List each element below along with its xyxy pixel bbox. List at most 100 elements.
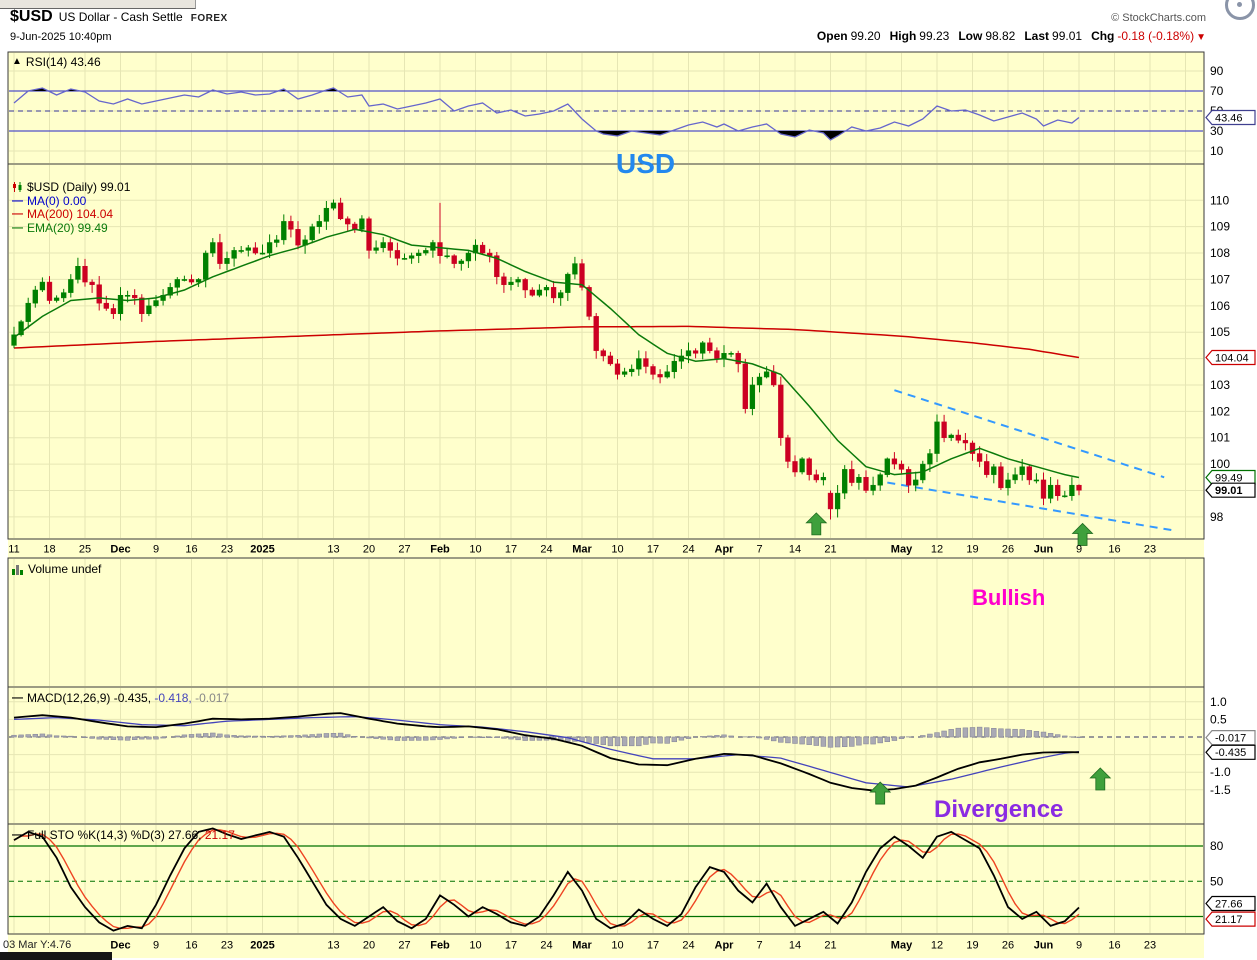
- svg-text:27: 27: [398, 940, 410, 952]
- svg-text:Feb: Feb: [430, 940, 450, 952]
- svg-text:Apr: Apr: [715, 544, 735, 556]
- svg-text:99.49: 99.49: [1215, 472, 1243, 484]
- svg-text:108: 108: [1210, 246, 1230, 260]
- svg-text:11: 11: [8, 544, 19, 556]
- annotation-divergence: Divergence: [934, 796, 1064, 823]
- svg-text:12: 12: [931, 940, 943, 952]
- volume-legend: Volume undef: [12, 562, 102, 577]
- svg-text:26: 26: [1002, 940, 1014, 952]
- svg-text:27: 27: [398, 544, 410, 556]
- svg-text:23: 23: [221, 544, 233, 556]
- svg-text:110: 110: [1210, 193, 1229, 207]
- candlestick-style-icon: [12, 181, 23, 196]
- svg-text:99.01: 99.01: [1215, 485, 1243, 497]
- svg-text:102: 102: [1210, 404, 1230, 418]
- crosshair-readout: 03 Mar Y:4.76: [3, 939, 72, 951]
- svg-text:2025: 2025: [250, 940, 274, 952]
- svg-text:106: 106: [1210, 299, 1230, 313]
- sto-legend: — Full STO %K(14,3) %D(3) 27.66, 21.17: [12, 828, 235, 843]
- legend-text: -0.017: [191, 691, 230, 705]
- legend-row: — MA(200) 104.04: [12, 207, 130, 222]
- svg-text:9: 9: [1076, 544, 1082, 556]
- compass-dot: [1237, 2, 1242, 7]
- open-label: Open: [816, 29, 848, 43]
- copyright: © StockCharts.com: [1111, 12, 1206, 24]
- svg-text:Feb: Feb: [430, 544, 450, 556]
- svg-text:-0.435: -0.435: [1215, 747, 1246, 759]
- legend-row: Volume undef: [12, 562, 102, 577]
- svg-text:100: 100: [1210, 457, 1230, 471]
- svg-text:24: 24: [540, 940, 552, 952]
- svg-text:109: 109: [1210, 220, 1230, 234]
- svg-text:16: 16: [1108, 544, 1120, 556]
- svg-text:1.0: 1.0: [1210, 695, 1227, 709]
- svg-text:14: 14: [789, 940, 801, 952]
- svg-text:Jun: Jun: [1034, 544, 1054, 556]
- legend-text: MACD(12,26,9): [27, 691, 114, 705]
- svg-text:80: 80: [1210, 839, 1224, 853]
- legend-text: -0.418,: [151, 691, 192, 705]
- svg-text:12: 12: [931, 544, 943, 556]
- svg-text:-0.017: -0.017: [1215, 732, 1246, 744]
- indicator-area-icon: ▲: [12, 56, 22, 67]
- svg-text:Jun: Jun: [1034, 940, 1054, 952]
- legend-row: $USD (Daily) 99.01: [12, 180, 131, 196]
- legend-text: 21.17: [201, 828, 235, 842]
- svg-text:105: 105: [1210, 325, 1230, 339]
- compass-icon[interactable]: [1225, 0, 1255, 20]
- svg-text:26: 26: [1002, 544, 1014, 556]
- svg-text:20: 20: [363, 544, 375, 556]
- low-value: 98.82: [985, 29, 1016, 43]
- svg-text:20: 20: [363, 940, 375, 952]
- svg-text:30: 30: [1210, 124, 1224, 138]
- svg-text:21: 21: [824, 544, 836, 556]
- legend-text: Volume undef: [28, 562, 102, 576]
- svg-text:24: 24: [540, 544, 552, 556]
- svg-text:23: 23: [1144, 940, 1156, 952]
- svg-text:13: 13: [327, 940, 339, 952]
- svg-text:10: 10: [469, 544, 481, 556]
- svg-text:19: 19: [966, 940, 978, 952]
- svg-text:9: 9: [1076, 940, 1082, 952]
- svg-text:21.17: 21.17: [1215, 914, 1243, 926]
- svg-text:0.5: 0.5: [1210, 712, 1227, 726]
- legend-text: MA(200) 104.04: [27, 207, 114, 221]
- svg-text:103: 103: [1210, 378, 1230, 392]
- svg-text:10: 10: [611, 940, 623, 952]
- svg-text:16: 16: [185, 940, 197, 952]
- open-value: 99.20: [850, 29, 881, 43]
- svg-text:23: 23: [221, 940, 233, 952]
- low-label: Low: [958, 29, 983, 43]
- svg-text:17: 17: [647, 544, 659, 556]
- legend-row: — MACD(12,26,9) -0.435, -0.418, -0.017: [12, 691, 230, 706]
- svg-text:16: 16: [1108, 940, 1120, 952]
- last-label: Last: [1024, 29, 1050, 43]
- legend-text: $USD (Daily) 99.01: [27, 180, 131, 194]
- line-swatch-icon: —: [12, 208, 23, 220]
- header-title-row: $USD US Dollar - Cash Settle FOREX © Sto…: [10, 8, 1206, 28]
- rsi-legend: ▲ RSI(14) 43.46: [12, 55, 101, 70]
- svg-text:10: 10: [469, 940, 481, 952]
- svg-text:Mar: Mar: [572, 544, 592, 556]
- legend-row: — EMA(20) 99.49: [12, 221, 130, 236]
- svg-text:14: 14: [789, 544, 801, 556]
- svg-text:101: 101: [1210, 431, 1230, 445]
- symbol: $USD: [10, 8, 53, 25]
- svg-text:10: 10: [611, 544, 623, 556]
- svg-text:9: 9: [153, 544, 159, 556]
- svg-text:Apr: Apr: [715, 940, 735, 952]
- change-down-icon[interactable]: ▼: [1196, 32, 1206, 43]
- annotation-bullish: Bullish: [972, 585, 1046, 610]
- svg-text:17: 17: [505, 544, 517, 556]
- header-quote-row: 9-Jun-2025 10:40pm Open 99.20 High 99.23 Low…: [10, 29, 1206, 47]
- svg-text:17: 17: [647, 940, 659, 952]
- chg-label: Chg: [1091, 29, 1115, 43]
- svg-text:18: 18: [43, 544, 55, 556]
- svg-text:Mar: Mar: [572, 940, 592, 952]
- svg-text:May: May: [891, 940, 913, 952]
- legend-text: 27.66,: [168, 828, 202, 842]
- high-label: High: [889, 29, 917, 43]
- svg-text:-1.5: -1.5: [1210, 783, 1231, 797]
- line-swatch-icon: —: [12, 194, 23, 207]
